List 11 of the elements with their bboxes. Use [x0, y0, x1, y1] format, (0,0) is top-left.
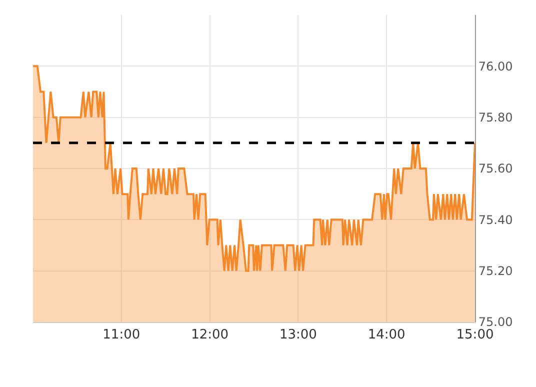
- x-tick-label: 13:00: [279, 328, 317, 343]
- x-tick-label: 15:00: [456, 328, 494, 343]
- y-tick-label: 76.00: [478, 59, 513, 74]
- y-tick-label: 75.80: [478, 110, 513, 125]
- y-tick-label: 75.20: [478, 264, 513, 278]
- x-tick-label: 14:00: [368, 328, 406, 343]
- y-tick-label: 75.60: [478, 162, 513, 176]
- y-tick-label: 75.40: [478, 212, 513, 227]
- x-tick-label: 11:00: [102, 328, 140, 343]
- x-tick-label: 12:00: [191, 328, 229, 343]
- y-tick-label: 75.00: [478, 315, 513, 330]
